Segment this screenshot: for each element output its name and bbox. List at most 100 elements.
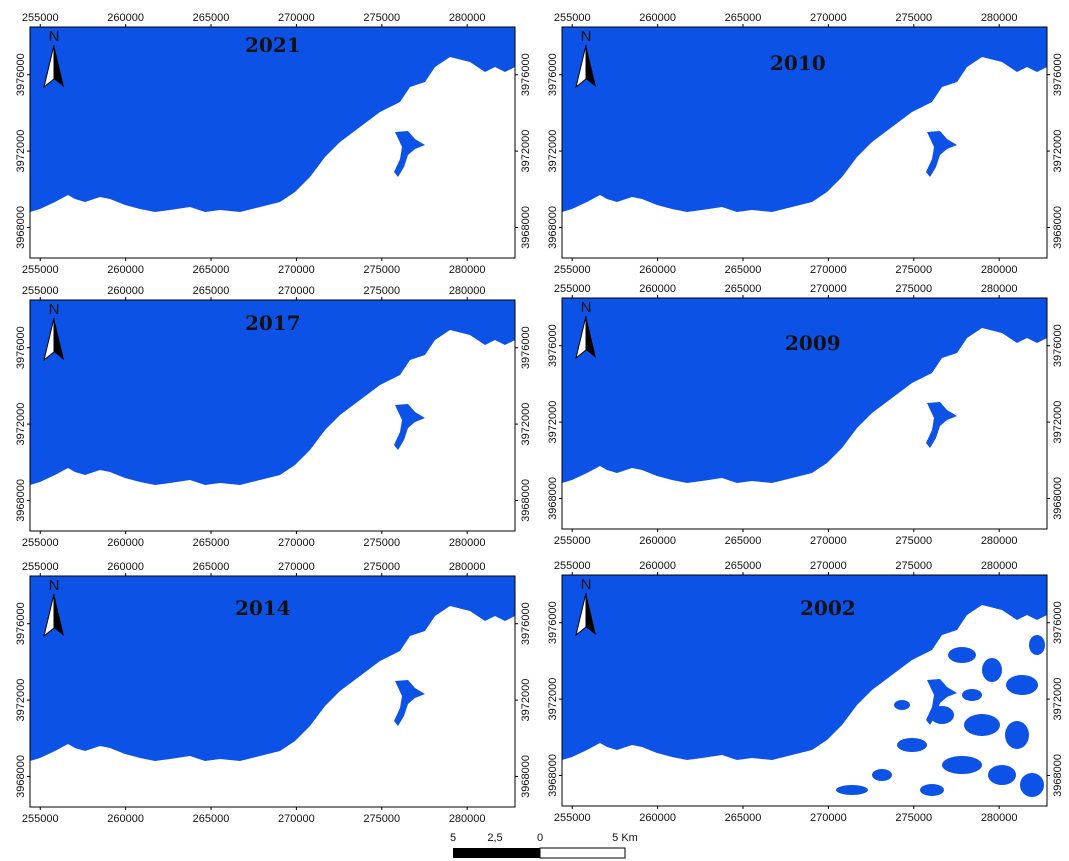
x-tick-label: 280000 bbox=[449, 264, 486, 276]
x-tick-label: 260000 bbox=[107, 561, 144, 573]
y-tick-label: 3968000 bbox=[520, 479, 532, 522]
x-tick-label: 275000 bbox=[895, 812, 932, 824]
y-tick-label: 3972000 bbox=[15, 679, 27, 722]
north-label: N bbox=[49, 577, 60, 594]
map-panel: N202125500025500026000026000026500026500… bbox=[15, 12, 532, 276]
x-tick-label: 260000 bbox=[639, 264, 676, 276]
x-tick-label: 280000 bbox=[981, 560, 1018, 572]
x-tick-label: 260000 bbox=[107, 813, 144, 825]
map-panel: N201425500025500026000026000026500026500… bbox=[15, 561, 532, 825]
water-patch bbox=[1006, 675, 1038, 695]
x-tick-label: 260000 bbox=[107, 12, 144, 24]
panel-year: 2021 bbox=[245, 33, 301, 57]
x-tick-label: 265000 bbox=[725, 812, 762, 824]
y-tick-label: 3968000 bbox=[15, 755, 27, 798]
panel-year: 2009 bbox=[785, 331, 841, 355]
x-tick-label: 265000 bbox=[193, 537, 230, 549]
y-tick-label: 3968000 bbox=[520, 206, 532, 249]
panel-year: 2010 bbox=[770, 51, 826, 75]
x-tick-label: 275000 bbox=[363, 561, 400, 573]
scale-bar-black bbox=[453, 848, 540, 858]
x-tick-label: 260000 bbox=[639, 535, 676, 547]
water-patch bbox=[1020, 773, 1044, 797]
x-tick-label: 260000 bbox=[107, 264, 144, 276]
x-tick-label: 275000 bbox=[895, 535, 932, 547]
x-tick-label: 270000 bbox=[278, 537, 315, 549]
x-tick-label: 280000 bbox=[449, 561, 486, 573]
panel-year: 2002 bbox=[800, 596, 856, 620]
north-label: N bbox=[49, 301, 60, 318]
water-patch bbox=[920, 784, 944, 796]
x-tick-label: 275000 bbox=[363, 12, 400, 24]
x-tick-label: 255000 bbox=[554, 535, 591, 547]
water-patch bbox=[894, 700, 910, 710]
y-tick-label: 3972000 bbox=[520, 130, 532, 173]
y-tick-label: 3968000 bbox=[547, 477, 559, 520]
x-tick-label: 270000 bbox=[810, 560, 847, 572]
x-tick-label: 270000 bbox=[278, 561, 315, 573]
x-tick-label: 265000 bbox=[193, 285, 230, 297]
water-patch bbox=[836, 785, 868, 795]
y-tick-label: 3968000 bbox=[547, 206, 559, 249]
x-tick-label: 265000 bbox=[725, 560, 762, 572]
y-tick-label: 3972000 bbox=[547, 401, 559, 444]
y-tick-label: 3976000 bbox=[520, 53, 532, 96]
scale-bar-label: 5 bbox=[450, 832, 456, 844]
y-tick-label: 3976000 bbox=[15, 326, 27, 369]
water-patch bbox=[964, 714, 1000, 736]
north-label: N bbox=[581, 28, 592, 45]
y-tick-label: 3968000 bbox=[1052, 754, 1064, 797]
y-tick-label: 3976000 bbox=[1052, 601, 1064, 644]
y-tick-label: 3976000 bbox=[547, 601, 559, 644]
y-tick-label: 3972000 bbox=[1052, 401, 1064, 444]
scale-bar-label: 2,5 bbox=[487, 832, 502, 844]
x-tick-label: 275000 bbox=[895, 560, 932, 572]
x-tick-label: 265000 bbox=[725, 535, 762, 547]
water-patch bbox=[948, 647, 976, 663]
scale-bar-label: 5 Km bbox=[612, 832, 638, 844]
water-patch bbox=[930, 706, 954, 724]
x-tick-label: 255000 bbox=[22, 813, 59, 825]
x-tick-label: 280000 bbox=[449, 285, 486, 297]
y-tick-label: 3976000 bbox=[547, 53, 559, 96]
water-patch bbox=[1005, 721, 1029, 749]
x-tick-label: 280000 bbox=[981, 535, 1018, 547]
x-tick-label: 255000 bbox=[22, 264, 59, 276]
y-tick-label: 3972000 bbox=[15, 403, 27, 446]
y-tick-label: 3972000 bbox=[520, 679, 532, 722]
x-tick-label: 280000 bbox=[449, 537, 486, 549]
x-tick-label: 265000 bbox=[193, 12, 230, 24]
x-tick-label: 265000 bbox=[725, 264, 762, 276]
water-patch bbox=[897, 738, 927, 752]
y-tick-label: 3968000 bbox=[15, 206, 27, 249]
y-tick-label: 3976000 bbox=[1052, 324, 1064, 367]
x-tick-label: 265000 bbox=[725, 12, 762, 24]
north-label: N bbox=[581, 299, 592, 316]
x-tick-label: 255000 bbox=[554, 12, 591, 24]
x-tick-label: 270000 bbox=[278, 264, 315, 276]
y-tick-label: 3968000 bbox=[15, 479, 27, 522]
x-tick-label: 280000 bbox=[981, 264, 1018, 276]
y-tick-label: 3976000 bbox=[15, 53, 27, 96]
x-tick-label: 270000 bbox=[810, 812, 847, 824]
x-tick-label: 270000 bbox=[810, 12, 847, 24]
x-tick-label: 255000 bbox=[22, 537, 59, 549]
north-label: N bbox=[49, 28, 60, 45]
water-patch bbox=[872, 769, 892, 781]
y-tick-label: 3976000 bbox=[15, 602, 27, 645]
x-tick-label: 260000 bbox=[639, 283, 676, 295]
y-tick-label: 3972000 bbox=[547, 678, 559, 721]
x-tick-label: 280000 bbox=[981, 12, 1018, 24]
x-tick-label: 255000 bbox=[554, 812, 591, 824]
x-tick-label: 255000 bbox=[22, 561, 59, 573]
water-patch bbox=[942, 756, 982, 774]
x-tick-label: 260000 bbox=[639, 12, 676, 24]
x-tick-label: 280000 bbox=[981, 812, 1018, 824]
x-tick-label: 280000 bbox=[981, 283, 1018, 295]
map-panel: N200925500025500026000026000026500026500… bbox=[547, 283, 1064, 547]
x-tick-label: 265000 bbox=[193, 813, 230, 825]
north-label: N bbox=[581, 576, 592, 593]
x-tick-label: 255000 bbox=[554, 283, 591, 295]
map-panel: N201025500025500026000026000026500026500… bbox=[547, 12, 1064, 276]
